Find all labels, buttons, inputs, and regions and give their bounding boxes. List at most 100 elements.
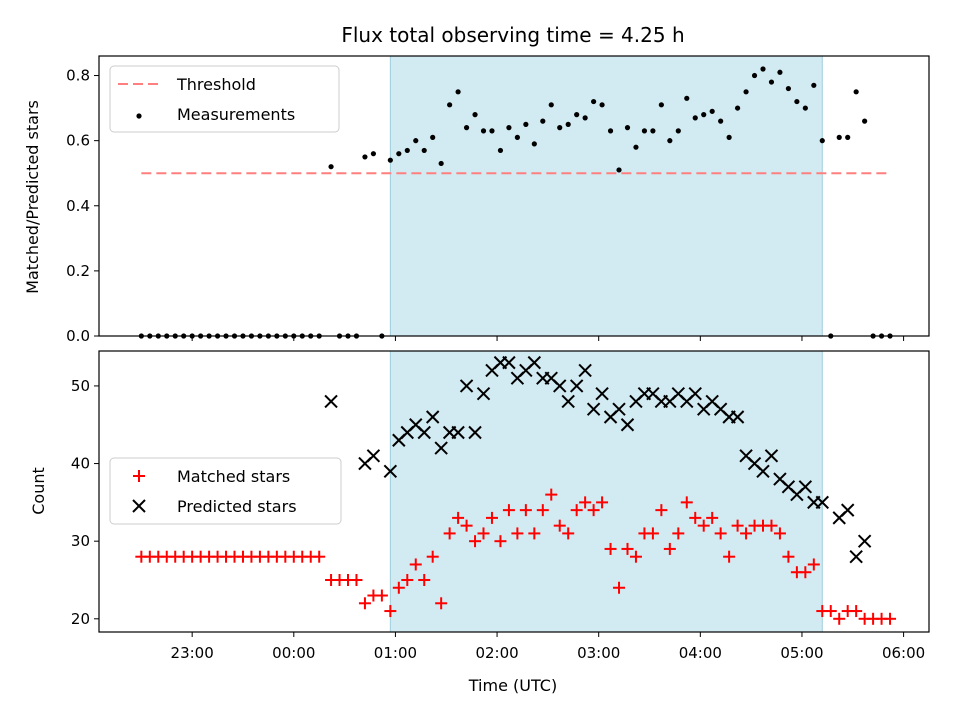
matched-star-point xyxy=(570,504,583,517)
matched-star-point xyxy=(833,612,846,625)
measurement-point xyxy=(591,98,597,105)
matched-star-point xyxy=(596,496,609,509)
predicted-star-stroke xyxy=(324,394,338,409)
predicted-star-stroke xyxy=(646,386,660,401)
matched-star-point xyxy=(773,527,786,540)
matched-star-point xyxy=(824,605,837,618)
matched-star-point xyxy=(536,504,549,517)
predicted-star-point xyxy=(553,379,567,393)
measurement-point xyxy=(472,112,478,118)
matched-star-point xyxy=(689,511,702,524)
predicted-star-stroke xyxy=(578,363,592,378)
measurement-point xyxy=(455,89,461,95)
measurement-point xyxy=(523,121,529,127)
measurement-points xyxy=(138,66,893,339)
predicted-star-point xyxy=(586,402,601,416)
matched-star-point xyxy=(494,535,507,548)
predicted-star-stroke xyxy=(434,441,448,455)
predicted-star-stroke xyxy=(730,410,745,424)
predicted-star-stroke xyxy=(586,402,601,416)
measurement-point xyxy=(667,138,673,144)
top-y-tick-label: 0.0 xyxy=(66,327,90,345)
matched-star-point xyxy=(850,605,863,618)
predicted-star-stroke xyxy=(383,464,398,479)
measurement-point xyxy=(718,118,724,124)
predicted-star-stroke xyxy=(476,386,491,401)
matched-legend-swatch xyxy=(133,470,145,482)
predicted-star-stroke xyxy=(756,464,770,479)
bottom-x-ticks: 23:00 00:00 01:00 02:00 03:00 04:00 05:00 06:00 xyxy=(171,632,925,662)
predicted-star-point xyxy=(569,379,584,393)
measurement-point xyxy=(506,125,512,131)
measurement-point xyxy=(328,164,334,170)
matched-star-point xyxy=(392,581,405,594)
predicted-star-point xyxy=(468,425,482,440)
measurement-point xyxy=(557,125,563,131)
observing-window-shade xyxy=(389,55,823,337)
measurement-point xyxy=(785,85,792,92)
bottom-y-tick-label: 30 xyxy=(71,532,90,550)
predicted-star-stroke xyxy=(451,425,465,440)
matched-star-point xyxy=(663,542,676,555)
measurement-point xyxy=(421,147,427,154)
top-x-ticks xyxy=(191,336,905,341)
matched-star-point xyxy=(375,589,388,602)
predicted-star-point xyxy=(417,425,431,440)
predicted-star-stroke xyxy=(840,503,855,517)
measurement-point xyxy=(777,69,783,75)
predicted-star-stroke xyxy=(595,386,609,401)
measurement-point xyxy=(658,102,664,108)
predicted-star-stroke xyxy=(366,449,381,463)
x-tick-label: 03:00 xyxy=(577,644,620,662)
predicted-star-point xyxy=(502,355,516,370)
measurement-point xyxy=(362,154,368,160)
predicted-star-point xyxy=(595,386,609,401)
matched-star-point xyxy=(672,527,685,540)
bottom-panel: 20 30 40 50 23:00 00:00 01:00 02:00 03:00 04:00 0… xyxy=(29,350,930,695)
predicted-star-point xyxy=(612,402,626,416)
measurement-point xyxy=(675,128,681,134)
matched-star-point xyxy=(782,550,795,563)
x-tick-label: 05:00 xyxy=(780,644,823,662)
matched-star-point xyxy=(646,527,659,540)
predicted-star-point xyxy=(730,410,745,424)
x-tick-label: 00:00 xyxy=(272,644,315,662)
matched-star-point xyxy=(884,612,897,625)
matched-star-point xyxy=(621,542,634,555)
top-y-tick-label: 0.8 xyxy=(66,67,90,85)
predicted-star-stroke xyxy=(417,425,431,440)
predicted-star-stroke xyxy=(713,402,728,416)
measurement-point xyxy=(726,134,732,140)
matched-star-point xyxy=(384,605,397,618)
measurement-point xyxy=(811,82,817,88)
matched-star-point xyxy=(579,496,592,509)
measurement-point xyxy=(845,134,851,140)
measurement-point xyxy=(489,128,495,134)
matched-star-point xyxy=(807,558,820,571)
matched-star-point xyxy=(587,504,600,517)
measurement-point xyxy=(548,102,554,108)
measurement-point xyxy=(607,128,614,134)
predicted-star-stroke xyxy=(553,379,567,393)
measurement-point xyxy=(692,115,698,121)
predicted-star-stroke xyxy=(815,495,829,510)
matched-star-point xyxy=(435,597,448,610)
measurement-point xyxy=(438,160,444,167)
predicted-star-point xyxy=(849,549,863,564)
predicted-star-stroke xyxy=(569,379,584,393)
x-tick-label: 06:00 xyxy=(882,644,925,662)
matched-star-point xyxy=(553,519,566,532)
matched-star-point xyxy=(443,527,456,540)
matched-star-point xyxy=(511,527,524,540)
bottom-y-axis-label: Count xyxy=(29,467,48,515)
matched-star-point xyxy=(706,511,719,524)
bottom-y-tick-label: 40 xyxy=(71,455,90,473)
predicted-star-points xyxy=(324,355,872,564)
matched-star-point xyxy=(714,527,727,540)
measurement-point xyxy=(565,121,571,127)
measurement-point xyxy=(480,128,487,134)
measurements-legend-label: Measurements xyxy=(177,105,295,124)
x-tick-label: 02:00 xyxy=(475,644,518,662)
measurement-point xyxy=(624,125,631,131)
predicted-star-point xyxy=(857,534,872,548)
